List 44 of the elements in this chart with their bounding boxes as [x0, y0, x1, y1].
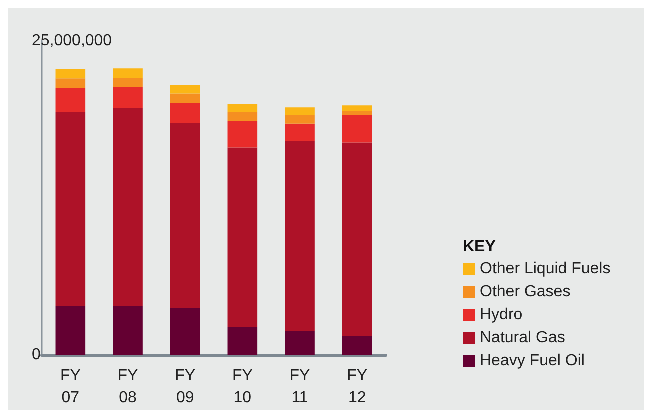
bar: [342, 336, 372, 355]
legend-label: Other Gases: [480, 284, 571, 300]
y-tick-label: 0: [32, 346, 41, 364]
bar: [228, 327, 258, 355]
bar: [113, 78, 143, 88]
bar: [170, 84, 200, 94]
bar: [342, 111, 372, 116]
bar: [170, 94, 200, 104]
legend-label: Hydro: [480, 306, 523, 324]
bar: [56, 69, 86, 79]
bar: [285, 115, 315, 124]
legend-label: Natural Gas: [480, 330, 566, 346]
x-tick-label: FY 09: [175, 368, 196, 406]
bar: [228, 121, 258, 148]
bar: [113, 87, 143, 108]
bar: [56, 78, 86, 88]
bar: [228, 104, 258, 112]
bar: [56, 306, 86, 355]
x-tick-label: FY 07: [60, 368, 82, 406]
x-tick-label: FY 11: [290, 368, 311, 406]
bar: [285, 331, 315, 355]
bar: [113, 108, 143, 306]
bar: [56, 88, 86, 112]
legend-label: Heavy Fuel Oil: [480, 352, 585, 370]
x-tick-label: FY 08: [118, 368, 139, 406]
legend-title: KEY: [463, 238, 496, 256]
bar: [170, 103, 200, 124]
bar: [342, 115, 372, 143]
bar: [113, 68, 143, 78]
y-tick-label: 25,000,000: [32, 32, 112, 50]
bar: [170, 308, 200, 355]
bar: [113, 306, 143, 355]
bar: [56, 112, 86, 306]
bar: [342, 142, 372, 336]
bar: [342, 106, 372, 112]
bar: [285, 108, 315, 116]
bar: [228, 112, 258, 122]
bar: [285, 141, 315, 332]
x-tick-label: FY 10: [232, 368, 254, 406]
x-tick-label: FY 12: [347, 368, 368, 406]
bar: [285, 124, 315, 142]
bar: [170, 123, 200, 309]
bar: [228, 148, 258, 328]
legend-label: Other Liquid Fuels: [480, 260, 611, 278]
